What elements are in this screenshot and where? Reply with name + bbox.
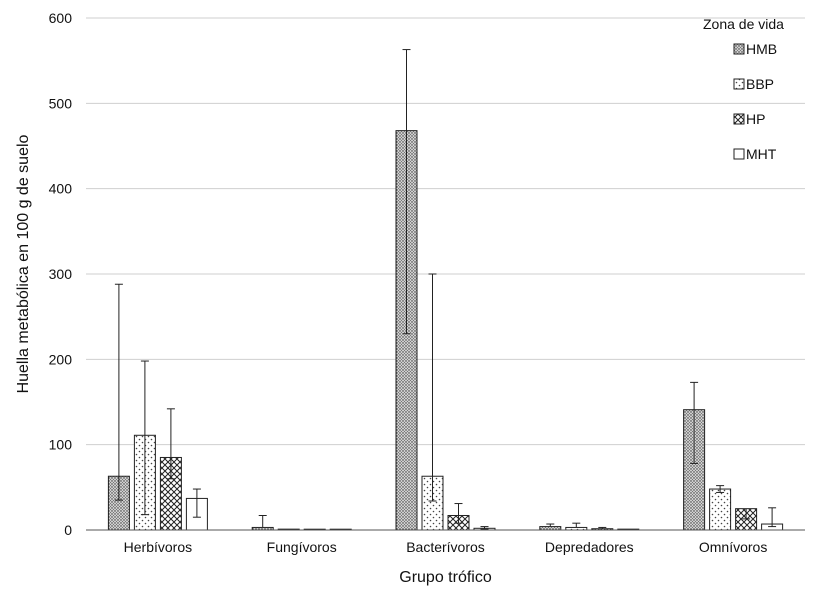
error-bar-hp-herbivoros: [166, 408, 175, 480]
error-bar-mht-omnivoros: [768, 507, 777, 528]
legend-label: HP: [746, 111, 765, 127]
bars: [107, 130, 784, 531]
error-bar-hmb-bacterivoros: [402, 49, 411, 335]
error-bar-hmb-herbivoros: [114, 283, 123, 501]
y-axis-title: Huella metabólica en 100 g de suelo: [15, 134, 32, 393]
legend-swatch: [733, 78, 745, 90]
legend-label: BBP: [746, 76, 774, 92]
y-tick-label: 400: [49, 181, 73, 197]
error-bar-mht-herbivoros: [192, 488, 201, 518]
legend-label: MHT: [746, 146, 777, 162]
legend-item-bbp: BBP: [733, 76, 774, 92]
x-tick-label: Depredadores: [545, 539, 634, 555]
legend-swatch: [733, 148, 745, 160]
legend-label: HMB: [746, 41, 777, 57]
error-bar-hmb-fungivoros: [258, 514, 267, 528]
legend-swatch: [733, 43, 745, 55]
error-bar-bbp-herbivoros: [140, 360, 149, 516]
error-bar-hp-bacterivoros: [454, 503, 463, 524]
y-tick-label: 200: [49, 351, 73, 367]
x-axis-title: Grupo trófico: [399, 569, 492, 586]
error-bar-bbp-bacterivoros: [428, 273, 437, 502]
legend-item-mht: MHT: [733, 146, 777, 162]
error-bar-mht-bacterivoros: [480, 526, 489, 530]
x-tick-label: Fungívoros: [267, 539, 337, 555]
bar-bbp-omnivoros: [709, 488, 732, 531]
error-bar-hmb-depredadores: [546, 523, 555, 527]
bar-hmb-depredadores: [539, 526, 562, 531]
error-bar-hp-omnivoros: [742, 508, 751, 520]
legend-item-hp: HP: [733, 111, 765, 127]
y-tick-label: 300: [49, 266, 73, 282]
legend: Zona de vida HMB BBP HP MHT: [703, 16, 784, 162]
y-tick-label: 0: [64, 522, 72, 538]
legend-swatch: [733, 113, 745, 125]
error-bar-bbp-omnivoros: [716, 485, 725, 493]
y-axis-ticks: 0 100 200 300 400 500 600: [49, 10, 73, 538]
error-bar-hmb-omnivoros: [690, 381, 699, 464]
x-tick-label: Omnívoros: [699, 539, 767, 555]
error-bar-bbp-depredadores: [572, 522, 581, 528]
x-tick-label: Herbívoros: [124, 539, 192, 555]
y-tick-label: 100: [49, 437, 73, 453]
error-bars: [114, 49, 777, 530]
legend-title: Zona de vida: [703, 16, 784, 32]
y-tick-label: 600: [49, 10, 73, 26]
gridlines: [86, 17, 805, 446]
y-tick-label: 500: [49, 95, 73, 111]
legend-item-hmb: HMB: [733, 41, 777, 57]
x-axis-ticks: Herbívoros Fungívoros Bacterívoros Depredad…: [124, 539, 768, 555]
x-tick-label: Bacterívoros: [406, 539, 485, 555]
error-bar-hp-depredadores: [598, 526, 607, 529]
